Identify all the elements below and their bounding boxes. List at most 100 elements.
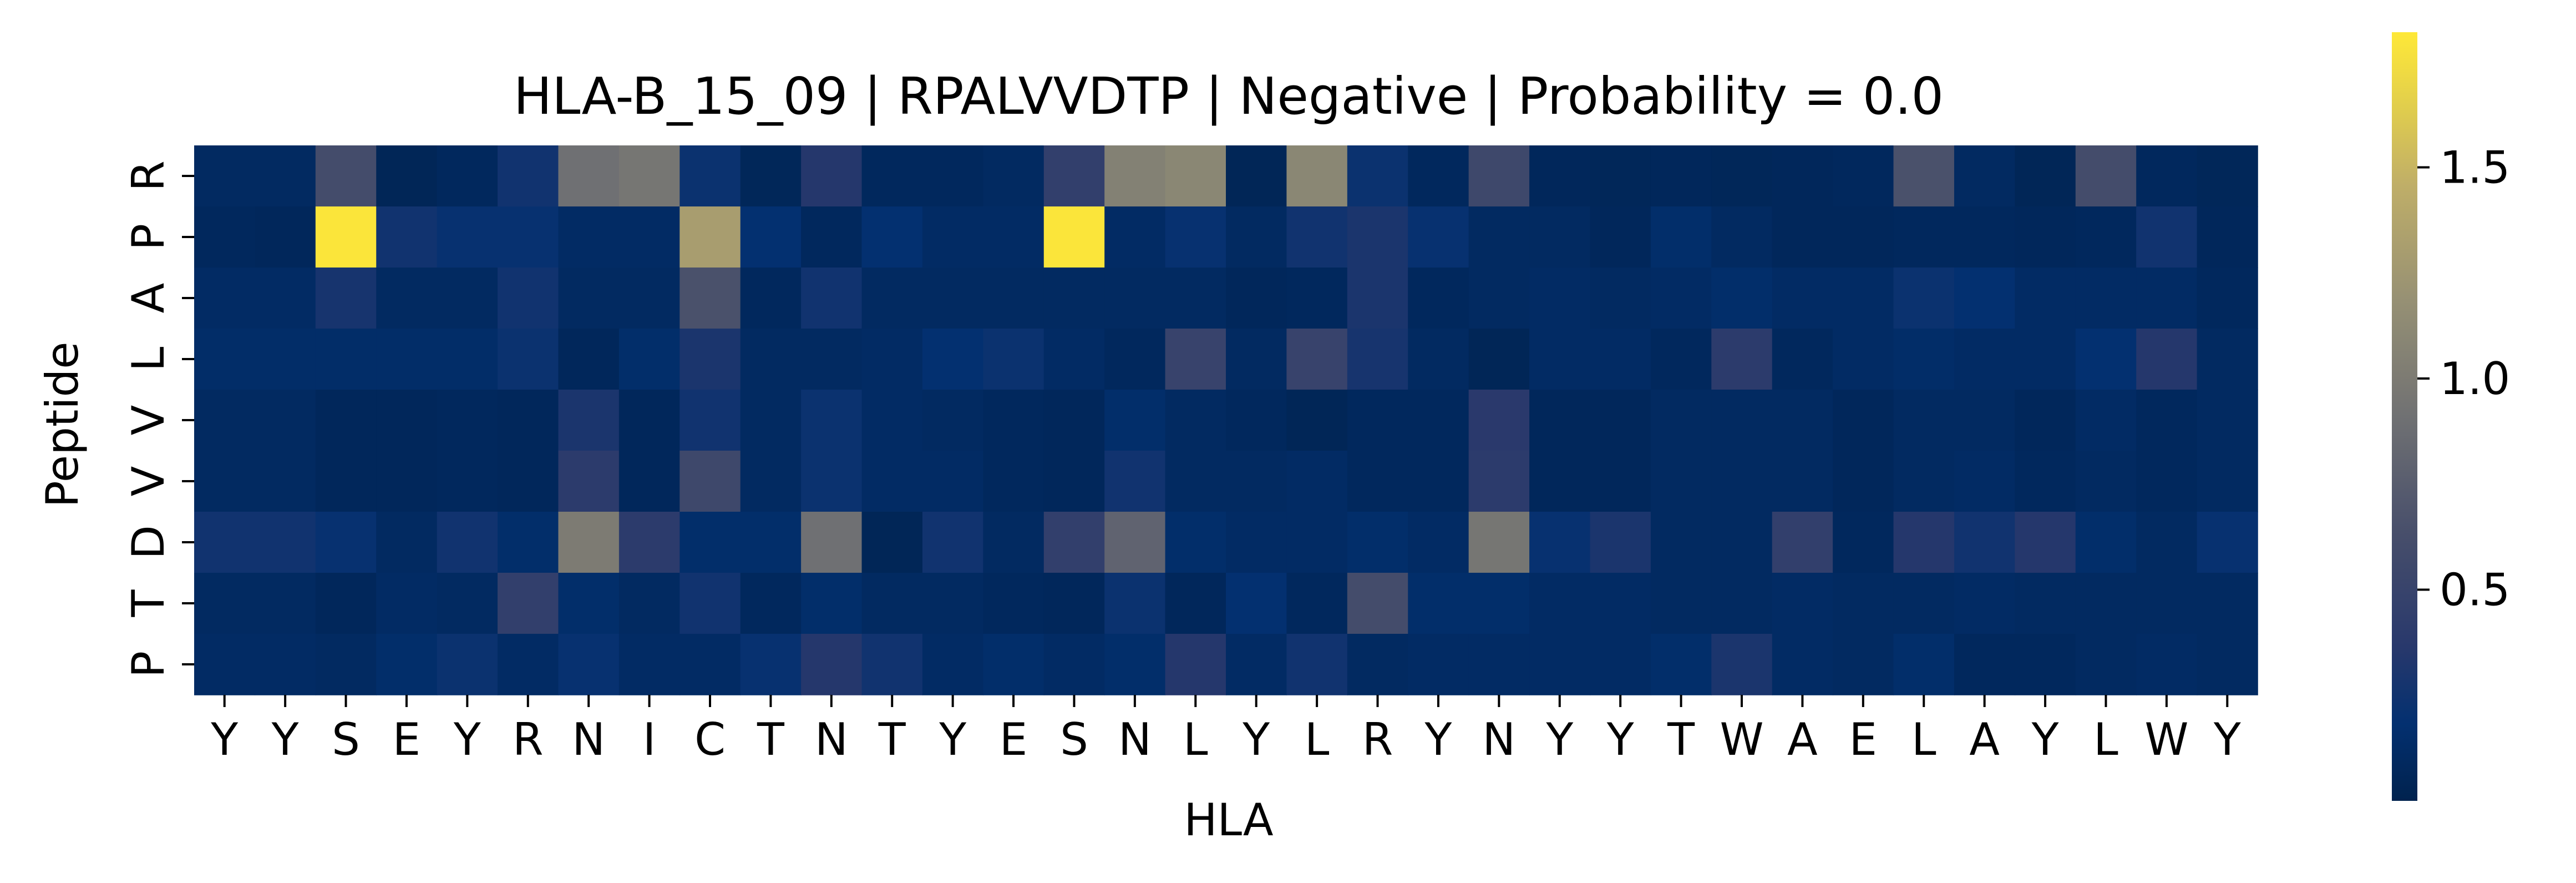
heatmap-cell <box>1043 206 1105 268</box>
x-tick-label: N <box>1118 714 1152 765</box>
heatmap-cell <box>255 268 316 329</box>
heatmap-cell <box>1893 329 1955 390</box>
heatmap-cell <box>618 512 681 573</box>
x-tick-label: Y <box>939 714 967 765</box>
heatmap-cell <box>1165 634 1226 695</box>
heatmap-cell <box>1711 512 1773 573</box>
y-tick-label: V <box>123 466 174 496</box>
heatmap-cell <box>1772 634 1833 695</box>
heatmap-cell <box>1286 451 1348 512</box>
heatmap-cell <box>680 329 741 390</box>
heatmap-cell <box>1954 451 2016 512</box>
heatmap-cell <box>1043 390 1105 451</box>
heatmap-cell <box>618 634 681 695</box>
x-tick-label: S <box>332 714 360 765</box>
heatmap-cell <box>1772 573 1833 634</box>
heatmap-cell <box>618 329 681 390</box>
heatmap-cell <box>1711 451 1773 512</box>
heatmap-cell <box>2136 268 2198 329</box>
heatmap-cell <box>2015 329 2076 390</box>
heatmap-cell <box>1408 634 1469 695</box>
heatmap-cell <box>2136 329 2198 390</box>
heatmap-cell <box>618 268 681 329</box>
heatmap-cell <box>1833 390 1894 451</box>
x-tick-label: L <box>1911 714 1936 765</box>
heatmap-cell <box>1650 329 1712 390</box>
heatmap-cell <box>861 145 923 207</box>
heatmap-cell <box>983 451 1044 512</box>
heatmap-cell <box>376 145 438 207</box>
x-tick-label: T <box>1667 714 1695 765</box>
heatmap-cell <box>2136 145 2198 207</box>
heatmap-cell <box>922 512 984 573</box>
heatmap-cell <box>1772 512 1833 573</box>
heatmap-cell <box>1893 634 1955 695</box>
heatmap-cell <box>1408 268 1469 329</box>
heatmap-cell <box>861 573 923 634</box>
x-tick-label: Y <box>2031 714 2060 765</box>
heatmap-cell <box>1954 206 2016 268</box>
heatmap-cell <box>2197 634 2258 695</box>
x-axis-label: HLA <box>1184 794 1274 846</box>
heatmap-cell <box>1226 573 1287 634</box>
heatmap-cell <box>1529 573 1591 634</box>
heatmap-cell <box>2197 512 2258 573</box>
heatmap-cell <box>1408 512 1469 573</box>
heatmap-cell <box>1711 268 1773 329</box>
heatmap-cell <box>376 573 438 634</box>
heatmap-cell <box>680 145 741 207</box>
heatmap-cell <box>498 206 559 268</box>
heatmap-cell <box>1347 573 1409 634</box>
heatmap-cell <box>194 634 256 695</box>
heatmap-cell <box>680 451 741 512</box>
heatmap-cell <box>922 329 984 390</box>
heatmap-cell <box>437 145 498 207</box>
heatmap-cell <box>1711 390 1773 451</box>
heatmap-cell <box>194 329 256 390</box>
heatmap-cell <box>1043 573 1105 634</box>
heatmap-cell <box>1043 512 1105 573</box>
heatmap-cell <box>558 573 620 634</box>
x-tick-label: Y <box>453 714 481 765</box>
y-tick-label: P <box>123 224 174 250</box>
heatmap-cell <box>498 145 559 207</box>
heatmap-cell <box>618 206 681 268</box>
heatmap-cell <box>1529 145 1591 207</box>
heatmap-cell <box>1772 268 1833 329</box>
heatmap-cell <box>1954 390 2016 451</box>
heatmap-cell <box>922 206 984 268</box>
heatmap-cell <box>1408 329 1469 390</box>
heatmap-cells <box>194 145 2258 695</box>
heatmap-cell <box>1711 634 1773 695</box>
x-tick-label: E <box>1000 714 1028 765</box>
heatmap-cell <box>315 573 377 634</box>
heatmap-cell <box>983 512 1044 573</box>
heatmap-cell <box>983 329 1044 390</box>
x-tick-label: R <box>513 714 544 765</box>
heatmap-cell <box>740 634 802 695</box>
y-axis-ticks: RPALVVDTP <box>123 160 194 678</box>
heatmap-cell <box>1772 206 1833 268</box>
heatmap-cell <box>1468 512 1530 573</box>
x-tick-label: E <box>1849 714 1878 765</box>
heatmap-cell <box>2197 329 2258 390</box>
x-tick-label: I <box>643 714 656 765</box>
heatmap-cell <box>1590 573 1651 634</box>
heatmap-cell <box>1408 390 1469 451</box>
x-tick-label: W <box>2144 714 2188 765</box>
heatmap-cell <box>861 451 923 512</box>
heatmap-cell <box>376 451 438 512</box>
heatmap-cell <box>1529 329 1591 390</box>
x-tick-label: L <box>2093 714 2118 765</box>
heatmap-cell <box>498 573 559 634</box>
heatmap-cell <box>1468 573 1530 634</box>
heatmap-cell <box>1650 390 1712 451</box>
heatmap-cell <box>1893 451 1955 512</box>
heatmap-cell <box>1043 329 1105 390</box>
heatmap-cell <box>1954 512 2016 573</box>
heatmap-cell <box>801 390 863 451</box>
heatmap-cell <box>2075 268 2137 329</box>
heatmap-cell <box>2075 145 2137 207</box>
heatmap-cell <box>680 512 741 573</box>
